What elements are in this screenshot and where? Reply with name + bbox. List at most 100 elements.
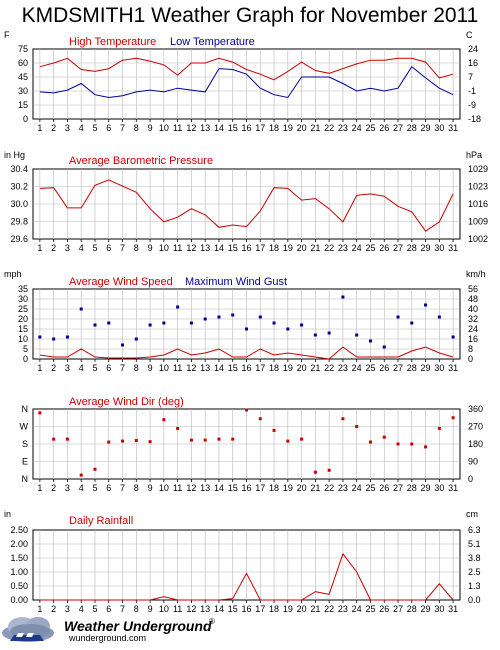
x-tick-label: 9 xyxy=(148,123,153,133)
x-tick-label: 6 xyxy=(106,604,111,612)
x-tick-label: 10 xyxy=(159,363,169,373)
x-tick-label: 18 xyxy=(269,243,279,253)
x-tick-label: 2 xyxy=(51,243,56,253)
left-unit-label: in xyxy=(4,509,11,519)
x-tick-label: 24 xyxy=(352,243,362,253)
data-point xyxy=(382,345,386,349)
x-tick-label: 15 xyxy=(228,483,238,493)
x-tick-label: 25 xyxy=(365,243,375,253)
x-tick-label: 22 xyxy=(324,604,334,612)
series-title: Low Temperature xyxy=(170,36,255,48)
x-tick-label: 28 xyxy=(407,363,417,373)
data-point xyxy=(341,295,345,299)
x-tick-label: 7 xyxy=(120,363,125,373)
x-tick-label: 12 xyxy=(186,363,196,373)
x-tick-label: 26 xyxy=(379,123,389,133)
data-point xyxy=(327,331,331,335)
left-tick-label: 30.4 xyxy=(10,164,28,174)
data-point xyxy=(134,337,138,341)
weather-underground-logo[interactable]: Weather Underground ® wunderground.com xyxy=(0,611,260,645)
x-tick-label: 23 xyxy=(338,123,348,133)
data-point xyxy=(52,337,56,341)
x-tick-label: 19 xyxy=(283,483,293,493)
left-tick-label: 30.0 xyxy=(10,199,28,209)
left-tick-label: 2.00 xyxy=(10,539,28,549)
x-tick-label: 8 xyxy=(134,243,139,253)
x-tick-label: 27 xyxy=(393,243,403,253)
x-tick-label: 11 xyxy=(173,123,182,133)
x-tick-label: 14 xyxy=(214,483,224,493)
x-tick-label: 29 xyxy=(421,604,431,612)
x-tick-label: 26 xyxy=(379,363,389,373)
series-title: High Temperature xyxy=(69,36,156,48)
x-tick-label: 8 xyxy=(134,604,139,612)
series-line xyxy=(39,552,454,601)
right-unit-label: C xyxy=(466,30,473,40)
x-tick-label: 25 xyxy=(365,123,375,133)
x-tick-label: 11 xyxy=(173,363,182,373)
left-tick-label: 20 xyxy=(18,314,28,324)
data-point xyxy=(148,323,152,327)
x-tick-label: 12 xyxy=(186,123,196,133)
left-tick-label: S xyxy=(22,439,28,449)
x-tick-label: 17 xyxy=(255,123,265,133)
right-tick-label: 16 xyxy=(468,334,478,344)
rainfall-chart: 2.50 6.3 2.00 5.1 1.50 3.8 1.00 2.5 0.50 1.3 0.00 0… xyxy=(4,509,481,612)
right-tick-label: 0 xyxy=(468,354,473,364)
x-tick-label: 24 xyxy=(352,123,362,133)
left-tick-label: 15 xyxy=(18,324,28,334)
right-tick-label: 48 xyxy=(468,294,478,304)
left-tick-label: 60 xyxy=(18,58,28,68)
x-tick-label: 4 xyxy=(79,363,84,373)
logo-registered-mark: ® xyxy=(209,617,215,626)
x-tick-label: 8 xyxy=(134,123,139,133)
x-tick-label: 25 xyxy=(365,483,375,493)
left-tick-label: 2.50 xyxy=(10,525,28,535)
x-tick-label: 7 xyxy=(120,123,125,133)
x-tick-label: 1 xyxy=(37,604,42,612)
right-tick-label: 1002 xyxy=(468,234,488,244)
left-tick-label: 15 xyxy=(18,100,28,110)
x-tick-label: 15 xyxy=(228,123,238,133)
x-tick-label: 9 xyxy=(148,363,153,373)
right-tick-label: -9 xyxy=(468,100,476,110)
left-tick-label: 5 xyxy=(23,344,28,354)
x-tick-label: 6 xyxy=(106,243,111,253)
x-tick-label: 19 xyxy=(283,243,293,253)
data-point xyxy=(93,323,97,327)
x-tick-label: 26 xyxy=(379,483,389,493)
data-point xyxy=(451,335,455,339)
right-tick-label: 1023 xyxy=(468,182,488,192)
x-tick-label: 11 xyxy=(173,483,182,493)
right-tick-label: 24 xyxy=(468,44,478,54)
data-point xyxy=(52,437,56,441)
x-tick-label: 12 xyxy=(186,604,196,612)
x-tick-label: 7 xyxy=(120,243,125,253)
x-tick-label: 5 xyxy=(92,123,97,133)
x-tick-label: 19 xyxy=(283,604,293,612)
x-tick-label: 2 xyxy=(51,483,56,493)
series-line xyxy=(39,179,454,232)
data-point xyxy=(313,333,317,337)
x-tick-label: 25 xyxy=(365,363,375,373)
series-title: Maximum Wind Gust xyxy=(185,276,287,288)
x-tick-label: 8 xyxy=(134,363,139,373)
x-tick-label: 11 xyxy=(173,243,182,253)
data-point xyxy=(162,418,166,422)
data-point xyxy=(176,426,180,430)
x-tick-label: 5 xyxy=(92,363,97,373)
right-tick-label: 40 xyxy=(468,304,478,314)
series-line xyxy=(39,57,454,81)
x-tick-label: 16 xyxy=(241,363,251,373)
data-point xyxy=(245,408,248,412)
data-point xyxy=(286,327,290,331)
x-tick-label: 21 xyxy=(310,483,320,493)
x-tick-label: 13 xyxy=(200,483,210,493)
page-title: KMDSMITH1 Weather Graph for November 201… xyxy=(21,4,479,27)
right-tick-label: 270 xyxy=(468,422,483,432)
x-tick-label: 1 xyxy=(37,483,42,493)
left-tick-label: W xyxy=(20,422,29,432)
x-tick-label: 27 xyxy=(393,123,403,133)
data-point xyxy=(355,425,359,428)
